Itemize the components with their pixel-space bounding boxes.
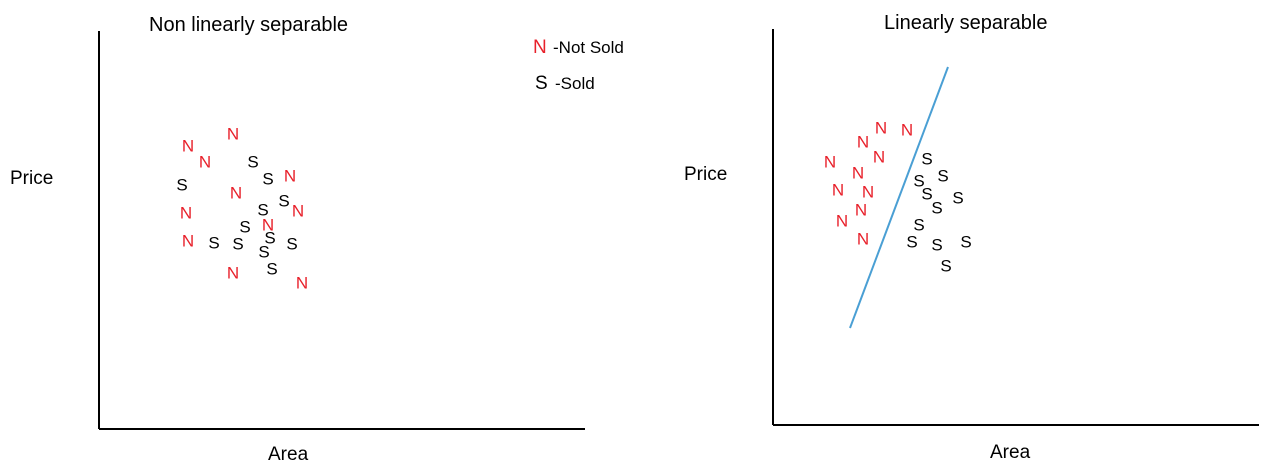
- right-point-not-sold: N: [823, 152, 837, 172]
- right-x-axis-label: Area: [990, 442, 1031, 463]
- left-point-not-sold: N: [181, 231, 195, 251]
- left-point-not-sold: N: [295, 273, 309, 293]
- right-point-sold: S: [960, 232, 972, 252]
- left-point-not-sold: N: [181, 136, 195, 156]
- right-panel-title: Linearly separable: [884, 12, 1048, 34]
- left-point-not-sold: N: [261, 215, 275, 235]
- right-point-sold: S: [940, 256, 952, 276]
- left-point-not-sold: N: [283, 166, 297, 186]
- right-point-sold: S: [913, 171, 925, 191]
- right-point-not-sold: N: [851, 163, 865, 183]
- left-y-axis-label: Price: [10, 168, 54, 189]
- legend-sold-symbol: S: [535, 73, 548, 94]
- right-point-not-sold: N: [856, 229, 870, 249]
- left-point-sold: S: [257, 200, 269, 220]
- right-point-not-sold: N: [874, 118, 888, 138]
- legend-not-sold: N -Not Sold: [533, 37, 624, 59]
- left-point-sold: S: [208, 233, 220, 253]
- right-point-not-sold: N: [872, 147, 886, 167]
- left-point-sold: S: [176, 175, 188, 195]
- left-point-not-sold: N: [291, 201, 305, 221]
- left-point-not-sold: N: [226, 263, 240, 283]
- right-point-not-sold: N: [856, 132, 870, 152]
- left-point-sold: S: [239, 217, 251, 237]
- left-point-sold: S: [232, 234, 244, 254]
- left-panel-title: Non linearly separable: [149, 14, 349, 36]
- left-point-not-sold: N: [229, 183, 243, 203]
- right-point-not-sold: N: [900, 120, 914, 140]
- left-point-sold: S: [278, 191, 290, 211]
- legend-not-sold-label: -Not Sold: [553, 38, 624, 57]
- right-point-sold: S: [913, 215, 925, 235]
- left-point-sold: S: [264, 228, 276, 248]
- left-point-sold: S: [266, 259, 278, 279]
- right-point-sold: S: [931, 198, 943, 218]
- separator-line: [849, 66, 949, 329]
- right-point-sold: S: [952, 188, 964, 208]
- right-point-not-sold: N: [831, 180, 845, 200]
- right-point-not-sold: N: [861, 182, 875, 202]
- left-point-not-sold: N: [198, 152, 212, 172]
- right-point-not-sold: N: [854, 200, 868, 220]
- legend-not-sold-symbol: N: [533, 37, 547, 58]
- left-point-sold: S: [262, 169, 274, 189]
- right-point-not-sold: N: [835, 211, 849, 231]
- left-point-not-sold: N: [179, 203, 193, 223]
- left-point-sold: S: [258, 242, 270, 262]
- right-point-sold: S: [921, 149, 933, 169]
- left-point-sold: S: [286, 234, 298, 254]
- right-y-axis-label: Price: [684, 164, 728, 185]
- right-point-sold: S: [931, 235, 943, 255]
- right-point-sold: S: [921, 184, 933, 204]
- right-point-sold: S: [937, 166, 949, 186]
- left-point-sold: S: [247, 152, 259, 172]
- legend-sold: S -Sold: [535, 73, 595, 95]
- left-x-axis-label: Area: [268, 444, 309, 465]
- right-point-sold: S: [906, 232, 918, 252]
- legend-sold-label: -Sold: [555, 74, 595, 93]
- left-point-not-sold: N: [226, 124, 240, 144]
